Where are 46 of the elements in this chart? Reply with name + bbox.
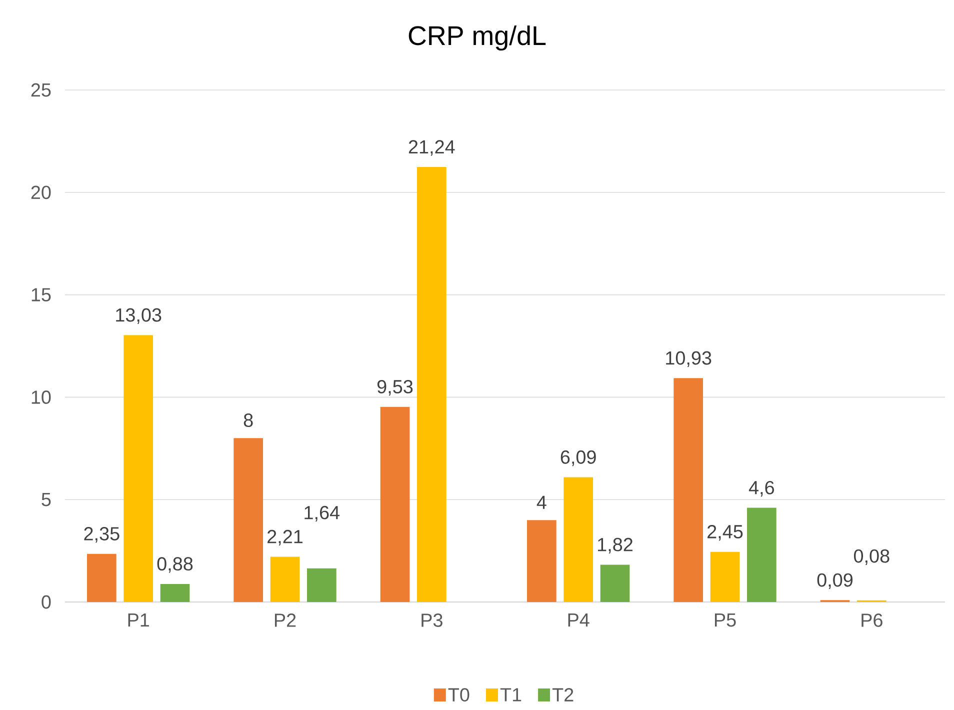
x-tick-label: P5 [714, 614, 736, 627]
data-label: 2,35 [84, 527, 120, 543]
y-tick-label: 25 [31, 83, 51, 97]
bar [270, 556, 300, 602]
legend-label: T1 [500, 688, 522, 702]
legend-label: T2 [552, 688, 574, 702]
data-label: 8 [244, 414, 253, 427]
x-tick-label: P3 [422, 614, 442, 627]
data-label: 13,03 [116, 308, 162, 324]
data-label: 1,82 [598, 538, 632, 554]
data-label: 1,64 [304, 506, 340, 522]
bar [234, 438, 263, 602]
data-label: 21,24 [408, 140, 455, 156]
bar [564, 477, 593, 602]
bar [600, 564, 630, 602]
data-label: 4,6 [748, 480, 774, 497]
data-label: 6,09 [560, 450, 596, 466]
data-label: 4 [536, 496, 546, 509]
y-tick-label: 5 [42, 493, 51, 506]
y-tick-label: 15 [32, 288, 51, 302]
bar [674, 378, 704, 602]
bar [124, 335, 153, 602]
chart-title: CRP mg/dL [408, 25, 546, 51]
data-label: 2,21 [268, 530, 302, 546]
legend-label: T0 [448, 688, 470, 702]
bar [417, 167, 446, 602]
data-label: 9,53 [377, 380, 413, 396]
bar [527, 520, 556, 602]
x-tick-label: P2 [274, 614, 296, 627]
bar [307, 568, 336, 602]
x-tick-label: P4 [568, 614, 590, 627]
x-tick-label: P6 [862, 614, 882, 627]
bar [380, 406, 410, 602]
y-tick-label: 20 [31, 186, 51, 200]
data-label: 0,08 [854, 549, 890, 565]
y-tick-label: 10 [32, 390, 51, 404]
bar [710, 552, 740, 602]
data-label: 0,09 [817, 573, 853, 589]
data-label: 0,88 [157, 557, 193, 573]
data-label: 2,45 [708, 524, 743, 541]
bar [87, 554, 116, 602]
x-tick-label: P1 [128, 614, 149, 627]
bar [160, 584, 190, 602]
data-label: 10,93 [666, 351, 712, 367]
bar [747, 508, 776, 602]
y-tick-label: 0 [42, 595, 51, 609]
